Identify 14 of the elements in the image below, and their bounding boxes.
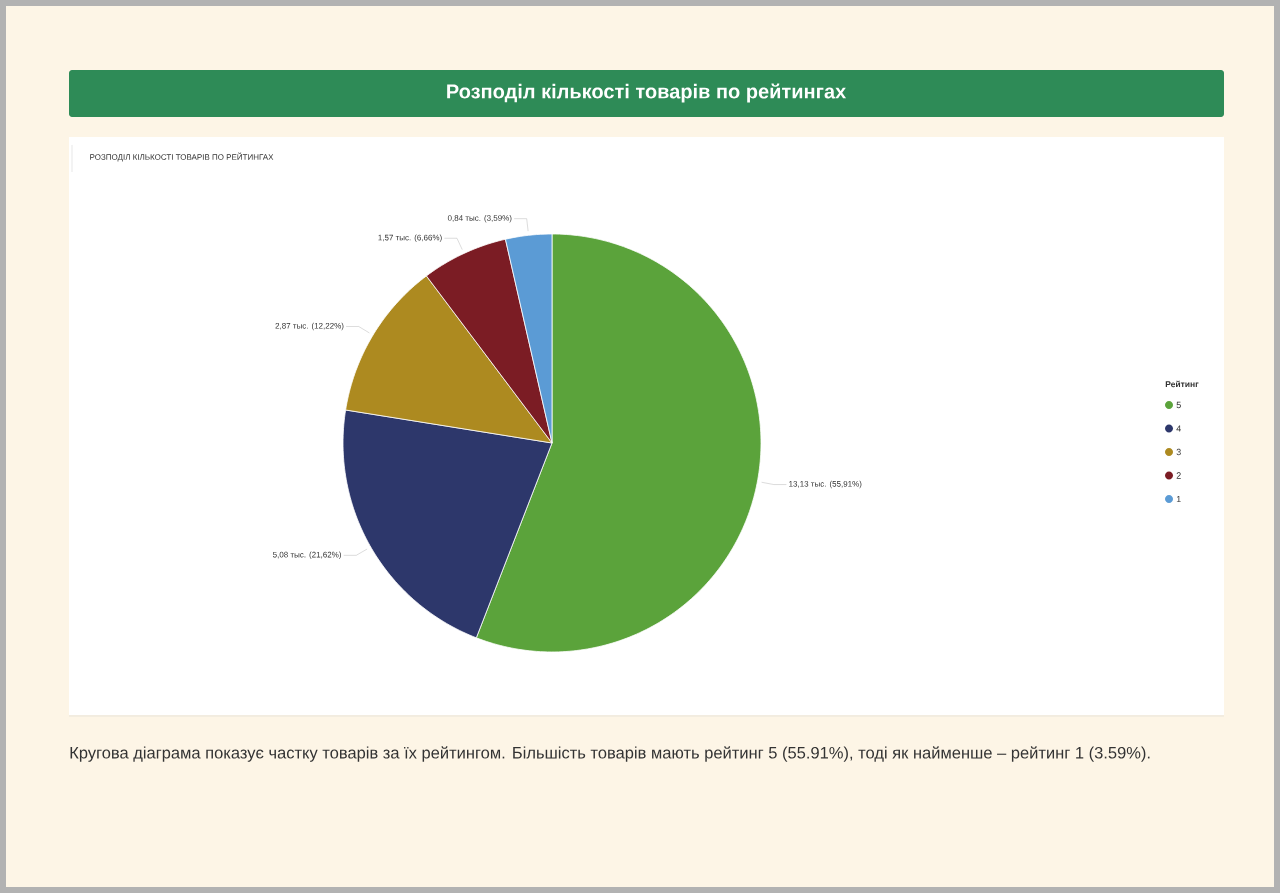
legend-label: 4	[1176, 425, 1181, 432]
text: РОЗПОДІЛ КІЛЬКОСТІ ТОВАРІВ ПО РЕЙТИНГАХ	[90, 152, 274, 162]
legend-title: Рейтинг	[1165, 380, 1199, 388]
legend-label: 2	[1176, 472, 1181, 479]
data-label: 5,08 тыс. (21,62%)	[272, 551, 341, 560]
text: Кругова діаграма показує частку товарів за їх рейтингом. Більшість товарів мають рейтинг 5 (55.91%), тоді як найменше – рейтинг 1 (3.59%).	[70, 746, 1150, 762]
legend-label: 1	[1176, 495, 1181, 503]
data-label: 2,87 тыс. (12,22%)	[275, 322, 344, 331]
data-label: 13,13 тыс. (55,91%)	[789, 480, 862, 489]
legend-label: 3	[1176, 448, 1181, 456]
legend-label: 5	[1176, 401, 1181, 409]
data-label: 0,84 тыс. (3,59%)	[447, 214, 512, 223]
data-label: 1,57 тыс. (6,66%)	[378, 234, 442, 242]
chart-title: Розподіл кількості товарів по рейтингах	[447, 83, 847, 103]
